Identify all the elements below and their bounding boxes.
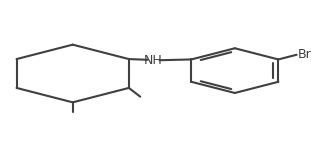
Text: NH: NH	[144, 54, 163, 67]
Text: Br: Br	[298, 48, 311, 61]
